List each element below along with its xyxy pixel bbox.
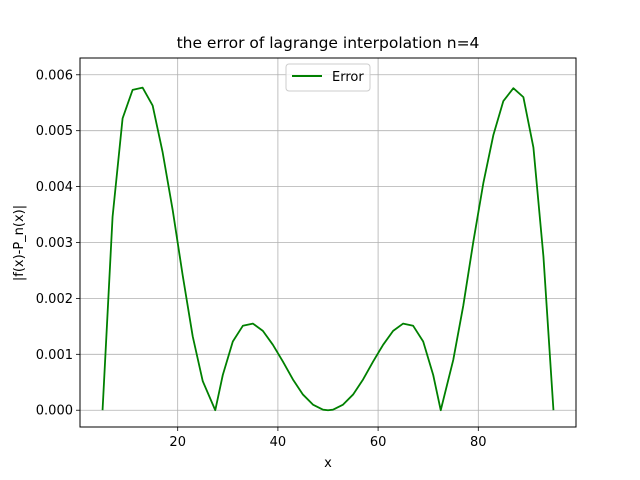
- series-layer: [101, 86, 555, 412]
- series-line-error: [101, 86, 555, 412]
- legend: Error: [285, 63, 371, 92]
- y-tick-label: 0.006: [36, 68, 73, 83]
- y-tick-label: 0.003: [36, 236, 73, 251]
- x-axis-label: x: [324, 456, 332, 471]
- x-tick-label: 60: [370, 435, 387, 450]
- legend-label: Error: [332, 70, 364, 85]
- ticks: 20 40 60 80 0.000 0.001 0.002 0.003 0.004 0.005 0.…: [36, 68, 487, 450]
- x-tick-label: 80: [470, 435, 487, 450]
- x-tick-label: 40: [270, 435, 287, 450]
- y-tick-label: 0.002: [36, 292, 73, 307]
- x-tick-label: 20: [169, 435, 186, 450]
- legend-box: [285, 63, 371, 92]
- y-tick-label: 0.004: [36, 180, 73, 195]
- y-tick-label: 0.001: [36, 348, 73, 363]
- y-axis-label: |f(x)-P_n(x)|: [12, 205, 27, 281]
- y-tick-label: 0.005: [36, 124, 73, 139]
- y-tick-label: 0.000: [36, 404, 73, 419]
- chart-title: the error of lagrange interpolation n=4: [177, 34, 480, 52]
